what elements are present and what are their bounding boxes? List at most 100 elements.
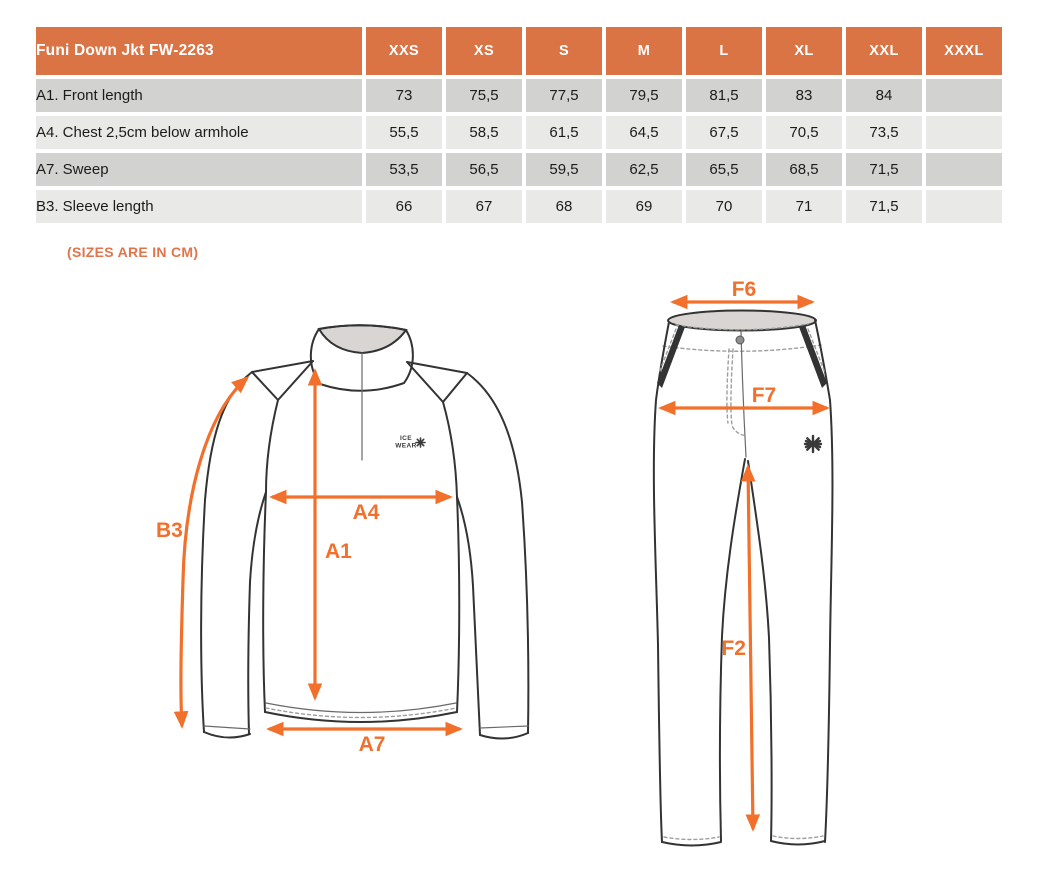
size-header-xxxl: XXXL [926, 27, 1002, 75]
pants-right-pocket-stitching [807, 328, 826, 374]
pants-label-f2: F2 [721, 637, 746, 660]
measurement-value: 75,5 [446, 79, 522, 112]
jacket-left-cuff [203, 731, 251, 739]
measurement-value [926, 116, 1002, 149]
measurement-value: 66 [366, 190, 442, 223]
measurement-value: 62,5 [606, 153, 682, 186]
measurement-value: 68,5 [766, 153, 842, 186]
size-header-xxl: XXL [846, 27, 922, 75]
measurement-value: 64,5 [606, 116, 682, 149]
measurement-value: 81,5 [686, 79, 762, 112]
icewear-snowflake-icon-jacket [415, 437, 426, 448]
pants-drawing: F6 F7 F2 [652, 280, 834, 847]
measurement-value: 77,5 [526, 79, 602, 112]
pants-left-side [652, 321, 670, 843]
measurement-value: 70,5 [766, 116, 842, 149]
pants-right-pocket [799, 325, 827, 388]
pants-right-cuff-stitching [772, 835, 824, 840]
icewear-logo-line2: WEAR [395, 443, 416, 450]
pants-waist-button [735, 335, 745, 345]
pants-label-f7: F7 [752, 384, 777, 407]
measurement-value: 56,5 [446, 153, 522, 186]
size-table-body: A1. Front length 73 75,5 77,5 79,5 81,5 83 84 A4… [36, 79, 1002, 223]
jacket-hem-seam [265, 702, 457, 714]
measurement-value: 58,5 [446, 116, 522, 149]
jacket-drawing: ICE WEAR B3 A1 A4 A7 [156, 324, 530, 756]
jacket-right-shoulder [406, 361, 468, 403]
jacket-label-a7: A7 [359, 733, 386, 756]
table-row: A7. Sweep 53,5 56,5 59,5 62,5 65,5 68,5 71,5 [36, 153, 1002, 186]
pants-fly-stitch-inner [730, 348, 747, 437]
measurement-value: 67 [446, 190, 522, 223]
sizes-unit-note: (SIZES ARE IN CM) [67, 244, 199, 260]
measurement-label: A7. Sweep [36, 153, 362, 186]
measurement-value [926, 153, 1002, 186]
measurement-value: 67,5 [686, 116, 762, 149]
jacket-label-a4: A4 [353, 501, 380, 524]
size-table: Funi Down Jkt FW-2263 XXS XS S M L XL XXL XXXL A… [32, 23, 1006, 227]
pants-right-side [814, 319, 834, 843]
measurement-value: 68 [526, 190, 602, 223]
jacket-a1-arrow: A1 [307, 368, 352, 701]
jacket-right-sleeve-outer [466, 372, 530, 734]
measurement-value: 70 [686, 190, 762, 223]
measurement-value: 61,5 [526, 116, 602, 149]
icewear-logo-line1: ICE [400, 435, 412, 442]
size-header-xl: XL [766, 27, 842, 75]
measurement-value [926, 190, 1002, 223]
measurement-value: 55,5 [366, 116, 442, 149]
pants-left-pocket [657, 325, 685, 388]
size-table-header-row: Funi Down Jkt FW-2263 XXS XS S M L XL XXL XXXL [36, 27, 1002, 75]
measurement-value: 69 [606, 190, 682, 223]
size-header-s: S [526, 27, 602, 75]
pants-left-inseam [719, 458, 746, 842]
jacket-a7-arrow: A7 [266, 721, 463, 756]
jacket-right-cuff-seam [479, 725, 529, 729]
pants-f2-arrow: F2 [721, 464, 761, 832]
measurement-label: A4. Chest 2,5cm below armhole [36, 116, 362, 149]
jacket-right-cuff [479, 732, 529, 740]
pants-left-cuff-stitching [663, 836, 720, 841]
pants-f6-arrow: F6 [670, 280, 815, 310]
jacket-right-raglan-seam [442, 401, 458, 498]
measurement-value: 83 [766, 79, 842, 112]
jacket-left-cuff-seam [203, 725, 251, 730]
measurement-label: A1. Front length [36, 79, 362, 112]
measurement-label: B3. Sleeve length [36, 190, 362, 223]
jacket-left-sleeve-outer [200, 371, 253, 733]
measurement-value: 53,5 [366, 153, 442, 186]
measurement-value: 73 [366, 79, 442, 112]
measurement-value: 65,5 [686, 153, 762, 186]
measurement-diagram: ICE WEAR B3 A1 A4 A7 [156, 280, 834, 847]
pants-label-f6: F6 [732, 280, 757, 301]
icewear-snowflake-icon-pants [803, 434, 823, 454]
jacket-b3-arrow: B3 [156, 376, 250, 729]
pants-waistband-stitching [675, 323, 809, 331]
jacket-left-raglan-seam [265, 399, 279, 493]
jacket-body-left [262, 491, 267, 713]
icewear-logo: ICE WEAR [395, 435, 426, 450]
jacket-body-right [456, 496, 461, 713]
size-header-l: L [686, 27, 762, 75]
pants-center-front [740, 330, 747, 458]
measurement-value: 73,5 [846, 116, 922, 149]
pants-left-cuff [661, 841, 722, 847]
table-row: B3. Sleeve length 66 67 68 69 70 71 71,5 [36, 190, 1002, 223]
measurement-value: 79,5 [606, 79, 682, 112]
measurement-value: 59,5 [526, 153, 602, 186]
table-row: A4. Chest 2,5cm below armhole 55,5 58,5 61,… [36, 116, 1002, 149]
size-header-m: M [606, 27, 682, 75]
jacket-label-a1: A1 [325, 540, 352, 563]
jacket-collar-top [317, 324, 408, 355]
measurement-value: 71,5 [846, 190, 922, 223]
jacket-right-sleeve-inner [456, 496, 481, 736]
measurement-value: 71 [766, 190, 842, 223]
pants-left-pocket-stitching [658, 328, 677, 374]
measurement-value [926, 79, 1002, 112]
size-header-xs: XS [446, 27, 522, 75]
jacket-a4-arrow: A4 [269, 489, 453, 524]
size-header-xxs: XXS [366, 27, 442, 75]
pants-right-cuff [770, 840, 826, 846]
jacket-hem-stitching [265, 707, 457, 719]
pants-fly-stitch-outer [726, 348, 730, 424]
